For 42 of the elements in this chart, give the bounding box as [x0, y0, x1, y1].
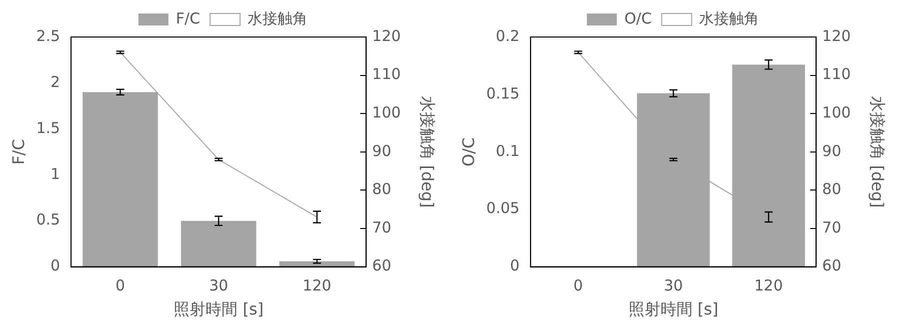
y-axis-title: F/C [8, 139, 28, 165]
x-tick-label: 120 [754, 276, 783, 295]
x-tick-label: 0 [115, 276, 126, 295]
x-tick-label: 0 [573, 276, 583, 295]
y2-axis-title: 水接触角 [deg] [418, 96, 438, 208]
y-tick-label: 2 [50, 72, 60, 91]
legend-label: F/C [176, 9, 200, 28]
y-tick-label: 0.5 [36, 210, 60, 229]
y2-tick-label: 80 [372, 180, 392, 198]
x-tick-label: 30 [209, 276, 228, 295]
legend-label: O/C [624, 9, 652, 28]
y2-tick-label: 70 [822, 218, 842, 236]
x-axis-title: 照射時間 [s] [174, 300, 264, 319]
y-tick-label: 0.05 [486, 199, 520, 218]
legend-label: 水接触角 [699, 9, 760, 28]
y-tick-label: 0.2 [496, 26, 520, 45]
y-tick-label: 0.15 [486, 84, 520, 102]
x-tick-label: 120 [302, 276, 332, 295]
y2-tick-label: 90 [822, 142, 842, 160]
y2-tick-label: 60 [372, 256, 392, 275]
y2-tick-label: 120 [822, 26, 851, 45]
x-tick-label: 30 [664, 276, 683, 295]
y2-axis-title: 水接触角 [deg] [868, 96, 888, 208]
y2-tick-label: 110 [822, 65, 851, 84]
y2-tick-label: 60 [822, 256, 842, 275]
bar [180, 220, 256, 267]
y2-tick-label: 80 [822, 180, 842, 198]
y2-tick-label: 70 [372, 218, 392, 236]
y2-tick-label: 120 [372, 26, 401, 45]
y-tick-label: 0.1 [496, 142, 520, 160]
y-tick-label: 2.5 [36, 26, 60, 45]
y2-tick-label: 100 [372, 103, 401, 122]
y-axis-title: O/C [458, 137, 478, 166]
y2-tick-label: 100 [822, 103, 851, 122]
y-tick-label: 1.5 [36, 118, 60, 137]
y-tick-label: 0 [50, 256, 60, 275]
y-tick-label: 1 [50, 164, 60, 183]
y2-tick-label: 110 [372, 65, 401, 84]
y-tick-label: 0 [510, 256, 520, 275]
legend-label: 水接触角 [248, 9, 308, 28]
y2-tick-label: 90 [372, 142, 392, 160]
x-axis-title: 照射時間 [s] [628, 300, 718, 319]
